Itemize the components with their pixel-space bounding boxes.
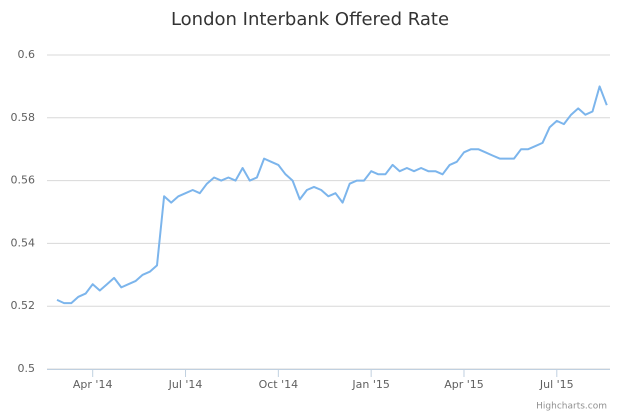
y-tick-label: 0.5 (18, 362, 36, 375)
x-tick-label: Jul '15 (539, 378, 574, 391)
y-tick-label: 0.52 (11, 299, 36, 312)
x-tick-label: Oct '14 (259, 378, 299, 391)
line-series (56, 85, 608, 305)
x-tick-label: Jan '15 (351, 378, 389, 391)
x-tick-label: Apr '14 (73, 378, 113, 391)
chart-title: London Interbank Offered Rate (171, 9, 449, 30)
x-tick-label: Jul '14 (168, 378, 203, 391)
y-tick-label: 0.56 (11, 174, 36, 187)
credit[interactable]: Highcharts.com (536, 402, 607, 412)
y-tick-label: 0.54 (11, 236, 36, 249)
y-tick-label: 0.58 (11, 111, 36, 124)
y-tick-label: 0.6 (18, 48, 36, 61)
x-tick-label: Apr '15 (444, 378, 484, 391)
